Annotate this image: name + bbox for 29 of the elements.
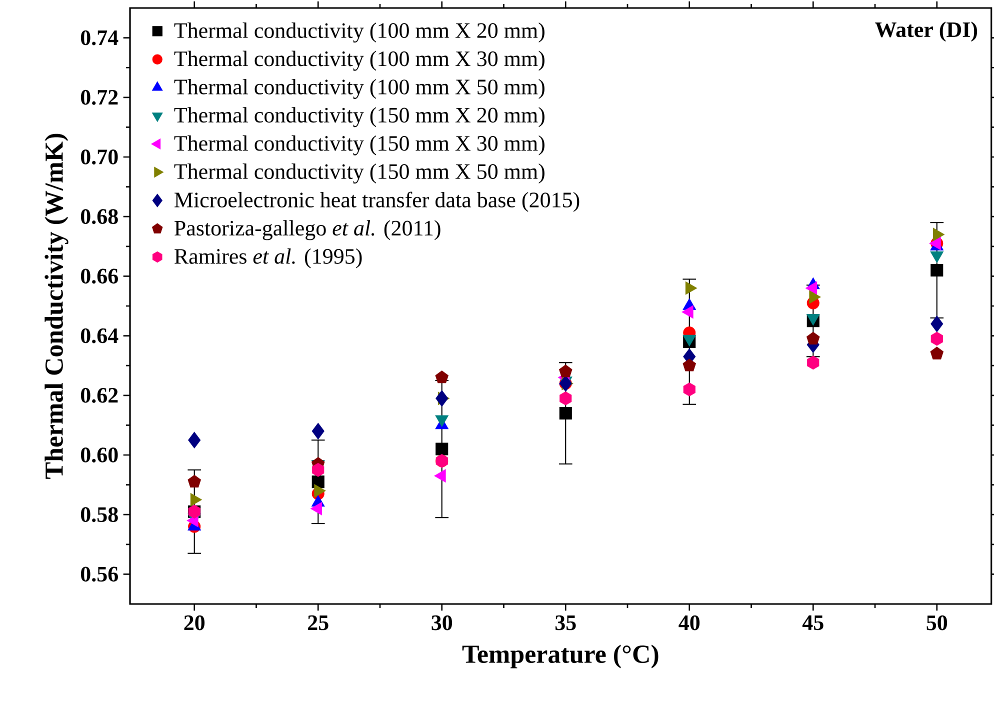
y-tick-label: 0.70 bbox=[80, 150, 118, 164]
y-tick-label: 0.64 bbox=[80, 328, 118, 344]
x-tick-label: 35 bbox=[555, 615, 576, 630]
legend-label: Microelectronic heat transfer data base (2015) bbox=[174, 192, 580, 212]
x-tick-label: 40 bbox=[678, 615, 700, 630]
x-axis-title: Temperature (°C) bbox=[462, 644, 658, 668]
legend-label: Thermal conductivity (150 mm X 30 mm) bbox=[174, 135, 544, 156]
x-tick-label: 45 bbox=[802, 615, 824, 630]
y-tick-label: 0.58 bbox=[80, 507, 118, 522]
y-tick-label: 0.66 bbox=[80, 268, 118, 284]
x-tick-label: 25 bbox=[308, 615, 328, 630]
y-tick-label: 0.62 bbox=[80, 388, 118, 403]
y-axis-title: Thermal Conductivity (W/mK) bbox=[44, 134, 68, 479]
y-tick-label: 0.68 bbox=[80, 209, 118, 224]
legend-label: Thermal conductivity (100 mm X 50 mm) bbox=[174, 78, 544, 99]
x-tick-label: 30 bbox=[432, 615, 452, 630]
legend-label: Ramires et al. (1995) bbox=[174, 248, 362, 268]
y-tick-label: 0.60 bbox=[80, 448, 118, 462]
legend-label: Thermal conductivity (100 mm X 20 mm) bbox=[174, 22, 544, 43]
y-tick-label: 0.74 bbox=[80, 30, 118, 46]
y-tick-label: 0.72 bbox=[80, 90, 118, 105]
y-tick-label: 0.56 bbox=[80, 566, 118, 582]
legend-label: Pastoriza-gallego et al. (2011) bbox=[174, 220, 440, 240]
legend-label: Thermal conductivity (150 mm X 50 mm) bbox=[174, 164, 544, 184]
annotation: Water (DI) bbox=[875, 22, 978, 42]
x-tick-label: 50 bbox=[926, 615, 948, 630]
x-tick-label: 20 bbox=[184, 615, 205, 630]
legend-label: Thermal conductivity (100 mm X 30 mm) bbox=[174, 50, 544, 71]
legend-label: Thermal conductivity (150 mm X 20 mm) bbox=[174, 107, 544, 128]
